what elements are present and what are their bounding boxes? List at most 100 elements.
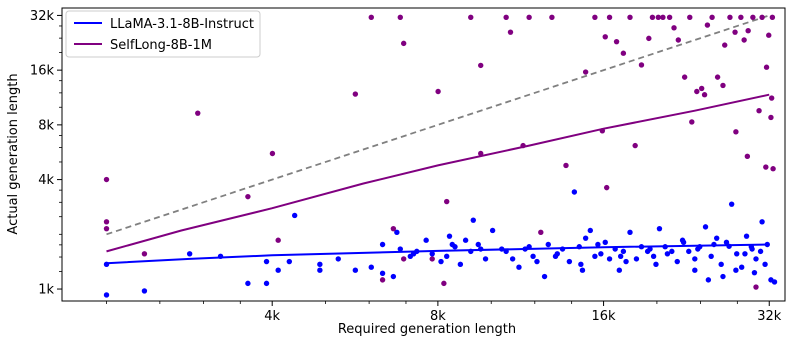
point-series-0 — [286, 258, 293, 265]
point-series-0 — [263, 280, 270, 287]
point-series-0 — [545, 241, 551, 248]
point-series-1 — [753, 284, 759, 290]
point-series-1 — [766, 32, 772, 38]
point-series-1 — [603, 184, 610, 191]
point-series-0 — [462, 237, 469, 243]
point-series-0 — [379, 241, 386, 248]
point-series-1 — [468, 14, 474, 20]
point-series-0 — [530, 253, 536, 260]
point-series-0 — [516, 264, 522, 270]
point-series-0 — [627, 229, 633, 236]
reference-line-layer — [106, 14, 770, 236]
x-tick-label: 4k — [264, 309, 280, 324]
point-series-0 — [390, 273, 397, 280]
legend: LLaMA-3.1-8B-Instruct SelfLong-8B-1M — [65, 10, 261, 58]
point-series-1 — [620, 50, 627, 56]
point-series-0 — [656, 225, 663, 232]
x-axis-ticks: 4k 8k 16k 32k — [106, 301, 782, 324]
point-series-0 — [470, 217, 476, 223]
point-series-0 — [650, 253, 657, 260]
point-series-0 — [429, 251, 435, 257]
point-series-0 — [653, 261, 659, 268]
point-series-0 — [757, 248, 764, 255]
point-series-1 — [549, 14, 555, 20]
point-series-1 — [701, 92, 708, 98]
point-series-0 — [686, 248, 692, 255]
point-series-1 — [768, 114, 774, 121]
point-series-0 — [394, 229, 400, 236]
point-series-0 — [291, 212, 298, 219]
point-series-1 — [103, 225, 110, 232]
y-tick-label: 32k — [30, 9, 55, 24]
point-series-0 — [751, 269, 758, 276]
point-series-0 — [509, 256, 516, 262]
point-series-1 — [582, 69, 589, 75]
point-series-0 — [598, 251, 604, 257]
point-series-0 — [582, 235, 589, 241]
point-series-0 — [647, 246, 653, 252]
point-series-0 — [620, 248, 627, 255]
point-series-1 — [141, 251, 148, 257]
point-series-0 — [566, 258, 573, 265]
point-series-1 — [444, 198, 450, 205]
point-series-0 — [602, 239, 608, 246]
point-series-0 — [141, 288, 148, 294]
legend-label-selflong: SelfLong-8B-1M — [110, 38, 212, 53]
point-series-0 — [753, 256, 759, 262]
point-series-0 — [368, 264, 374, 270]
point-series-0 — [664, 251, 671, 257]
point-series-0 — [771, 279, 778, 285]
point-series-1 — [352, 91, 359, 97]
point-series-0 — [352, 267, 359, 273]
point-series-1 — [733, 129, 739, 135]
point-series-1 — [756, 108, 762, 114]
y-axis-label: Actual generation length — [6, 73, 21, 234]
point-series-0 — [379, 270, 386, 276]
point-series-1 — [750, 14, 756, 20]
point-series-0 — [633, 256, 640, 262]
x-axis-label: Required generation length — [338, 322, 516, 337]
point-series-1 — [759, 14, 765, 20]
point-series-0 — [692, 267, 698, 273]
point-series-1 — [720, 82, 726, 89]
point-series-0 — [579, 267, 586, 273]
point-series-0 — [738, 264, 745, 270]
point-series-0 — [446, 233, 453, 239]
point-series-1 — [563, 162, 569, 169]
point-series-1 — [613, 38, 620, 45]
point-series-1 — [103, 219, 110, 225]
point-series-1 — [400, 256, 407, 262]
point-series-1 — [435, 88, 441, 95]
point-series-0 — [720, 273, 726, 280]
point-series-0 — [674, 258, 680, 265]
point-series-0 — [759, 219, 765, 225]
point-series-0 — [317, 261, 323, 268]
point-series-1 — [478, 62, 484, 69]
point-series-0 — [669, 248, 675, 255]
point-series-1 — [503, 14, 509, 20]
point-series-1 — [675, 37, 682, 43]
point-series-0 — [103, 292, 110, 298]
point-series-1 — [763, 164, 769, 170]
point-series-0 — [397, 246, 403, 252]
point-series-1 — [538, 229, 544, 236]
point-series-0 — [541, 273, 548, 280]
point-series-1 — [429, 256, 435, 262]
point-series-0 — [452, 244, 458, 250]
point-series-1 — [632, 142, 638, 149]
point-series-1 — [714, 74, 721, 80]
point-series-1 — [397, 14, 403, 20]
point-series-1 — [709, 14, 715, 20]
point-series-0 — [592, 253, 598, 260]
point-series-1 — [245, 193, 251, 200]
plot-frame — [61, 7, 786, 302]
point-series-0 — [475, 241, 481, 248]
point-series-1 — [768, 95, 775, 101]
scatter-points-layer — [103, 14, 778, 298]
point-series-0 — [275, 267, 281, 273]
point-series-0 — [733, 267, 739, 273]
point-series-0 — [713, 235, 720, 241]
point-series-0 — [245, 280, 251, 287]
point-series-1 — [722, 42, 728, 48]
point-series-0 — [743, 233, 750, 239]
